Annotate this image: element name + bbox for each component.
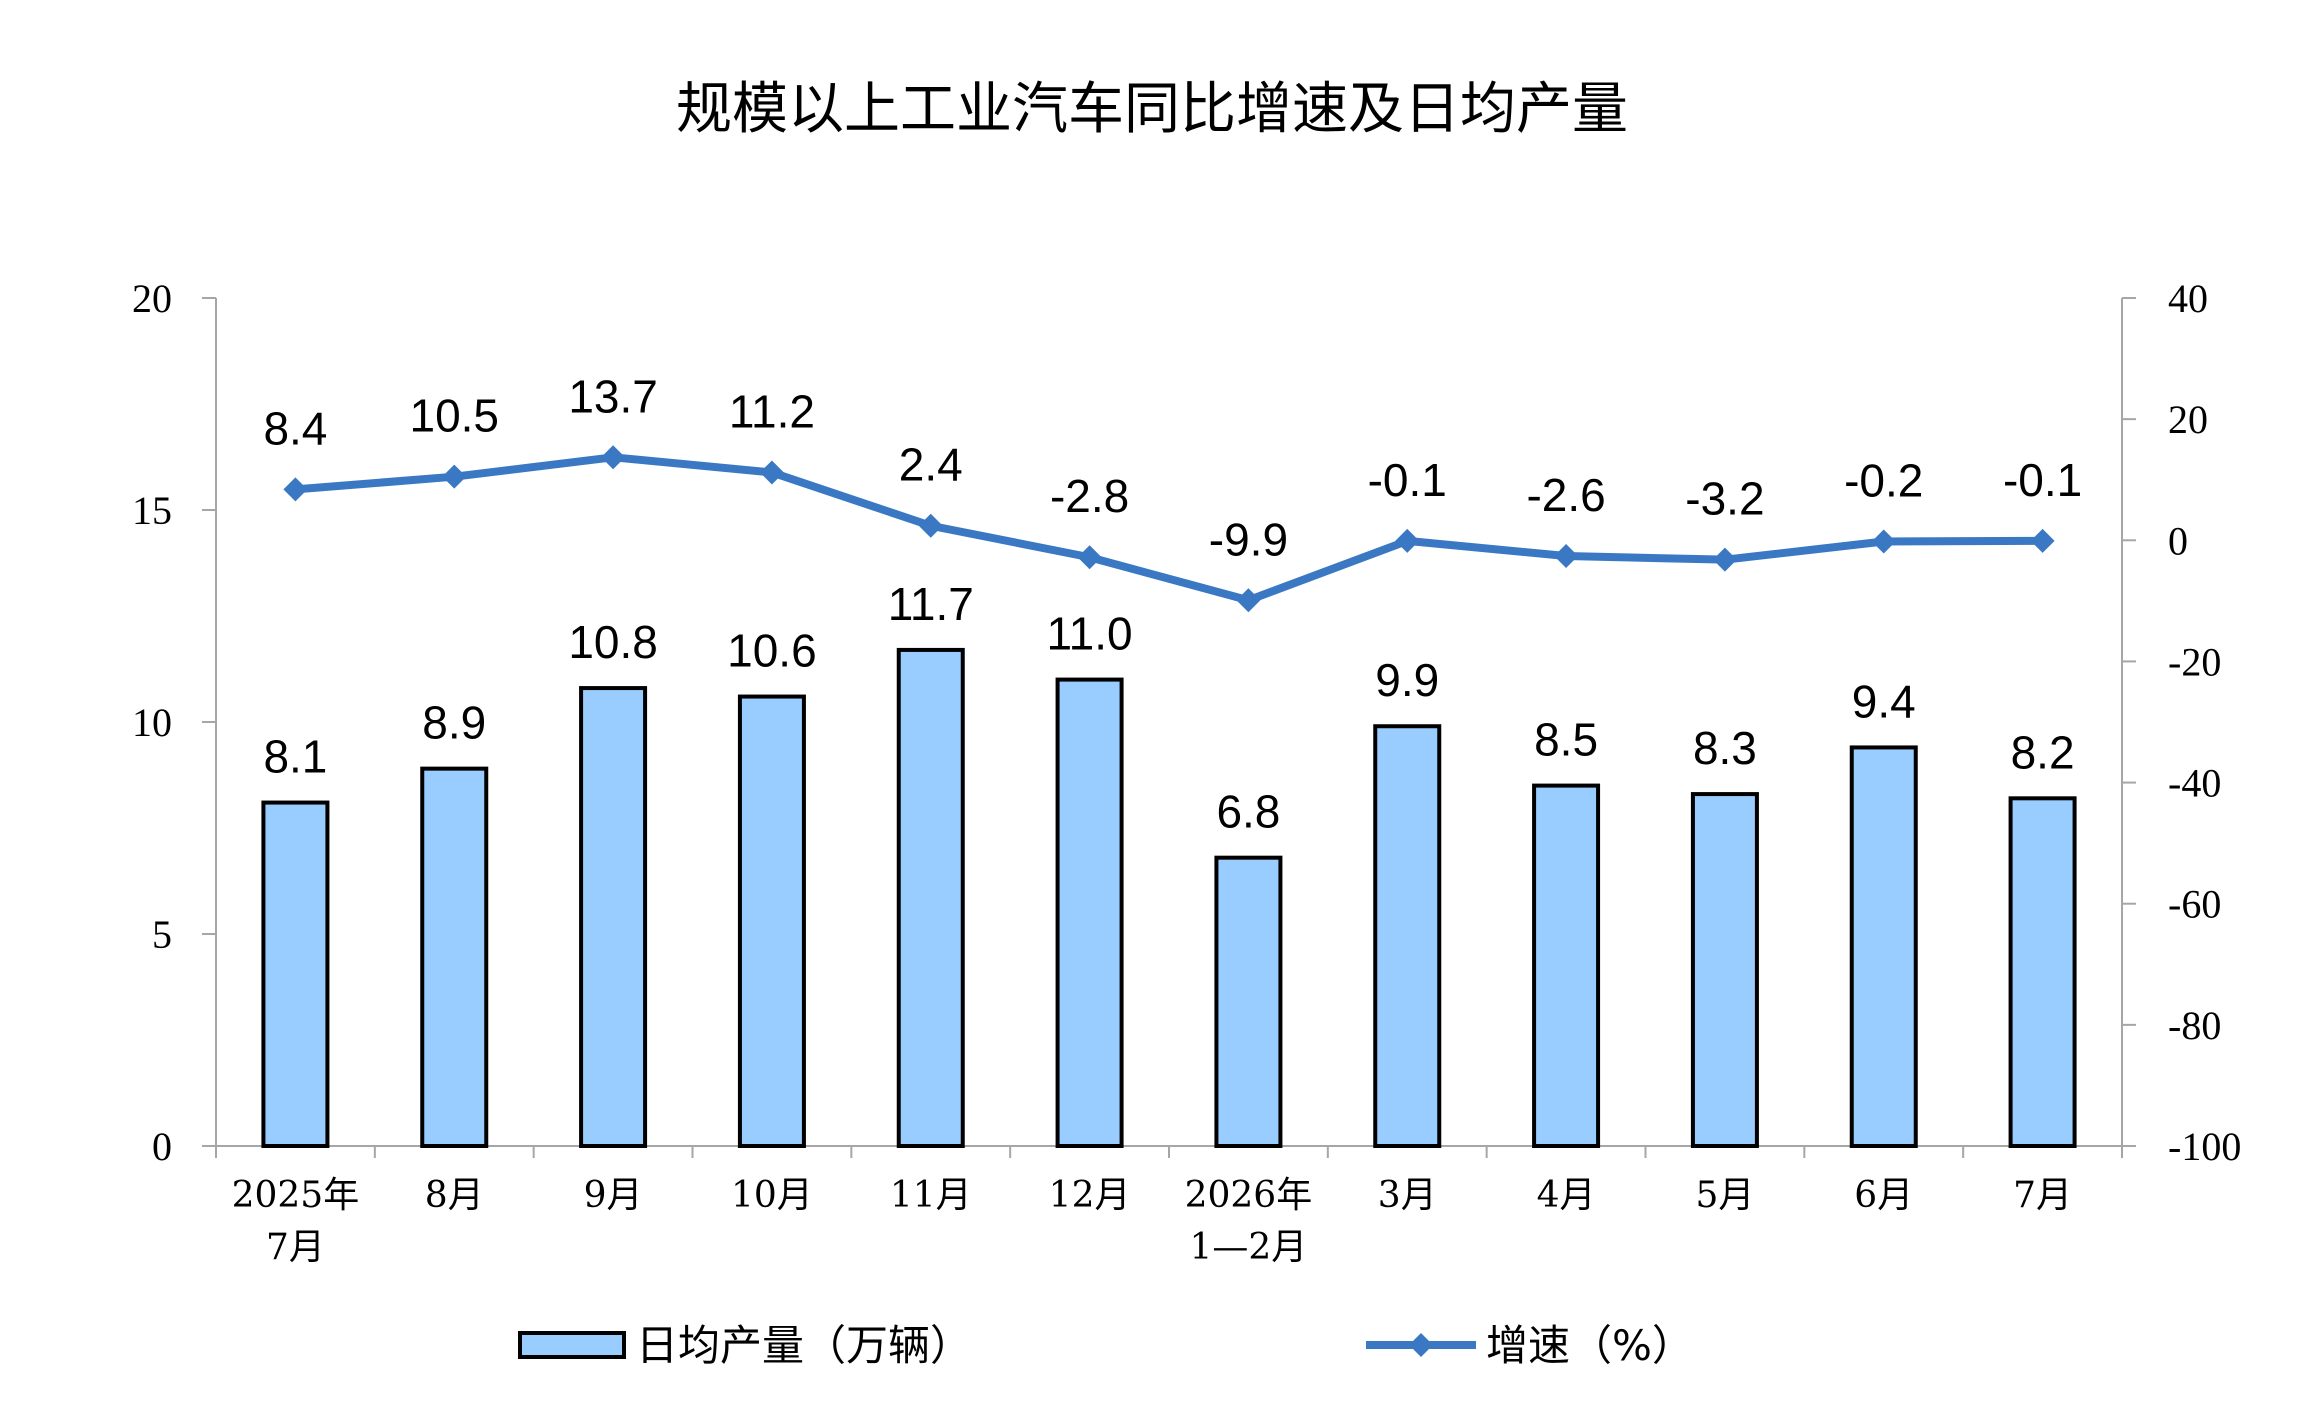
line-point: [601, 445, 626, 470]
line-data-label: 8.4: [263, 402, 327, 454]
line-data-label: 2.4: [899, 439, 963, 491]
line-data-label: 10.5: [409, 390, 499, 442]
line-point: [1395, 528, 1420, 553]
x-tick-label: 7月: [266, 1227, 325, 1268]
line-point: [918, 513, 943, 538]
left-tick-label: 10: [132, 700, 172, 745]
left-tick-label: 5: [152, 912, 172, 957]
bar: [1532, 783, 1601, 1148]
line-data-label: -2.6: [1526, 469, 1605, 521]
bar-data-label: 10.6: [727, 625, 817, 677]
bar-data-label: 8.5: [1534, 714, 1598, 766]
line-point: [759, 460, 784, 485]
bar: [420, 766, 489, 1148]
bar: [896, 647, 965, 1148]
bar-data-label: 8.3: [1693, 722, 1757, 774]
left-tick-label: 0: [152, 1124, 172, 1169]
line-data-label: -0.2: [1844, 454, 1923, 506]
x-tick-label: 6月: [1854, 1175, 1913, 1216]
right-tick-label: 20: [2168, 397, 2208, 442]
line-point: [442, 464, 467, 489]
bar: [2008, 796, 2077, 1148]
bar-data-label: 9.4: [1852, 675, 1916, 727]
bar: [261, 800, 330, 1148]
line-data-label: -3.2: [1685, 473, 1764, 525]
line-point: [1236, 588, 1261, 613]
right-tick-label: -60: [2168, 882, 2221, 927]
chart-title: 规模以上工业汽车同比增速及日均产量: [676, 77, 1628, 142]
left-tick-label: 20: [132, 276, 172, 321]
legend-bar-swatch: [518, 1331, 626, 1359]
growth-line: [295, 453, 2043, 605]
right-tick-label: -40: [2168, 761, 2221, 806]
bar: [1849, 745, 1918, 1148]
line-data-label: 11.2: [729, 385, 815, 437]
x-tick-label: 5月: [1695, 1175, 1754, 1216]
line-point: [1712, 547, 1737, 572]
x-tick-label: 11月: [890, 1175, 972, 1216]
line-data-label: -0.1: [2003, 454, 2082, 506]
line-point: [1554, 544, 1579, 569]
left-tick-label: 15: [132, 488, 172, 533]
bar: [579, 686, 648, 1149]
legend-line-marker: [1409, 1333, 1433, 1357]
x-tick-label: 8月: [425, 1175, 484, 1216]
x-tick-label: 2025年: [232, 1175, 360, 1216]
bar-data-label: 11.0: [1047, 608, 1133, 660]
legend: 日均产量（万辆） 增速（%）: [518, 1321, 1694, 1370]
right-tick-label: -80: [2168, 1003, 2221, 1048]
line-data-label: -2.8: [1050, 470, 1129, 522]
bar-series: 8.1 8.9 10.8 10.6 11.7 11.0 6.8 9.9 8.5 8.3 9.4 8.2: [261, 578, 2077, 1149]
line-point: [1077, 545, 1102, 570]
legend-line-label: 增速（%）: [1486, 1321, 1694, 1370]
x-tick-label: 10月: [731, 1175, 813, 1216]
line-point: [2030, 528, 2055, 553]
right-tick-label: -20: [2168, 639, 2221, 684]
line-data-label: -9.9: [1209, 513, 1288, 565]
right-tick-label: -100: [2168, 1124, 2241, 1169]
x-tick-label: 4月: [1537, 1175, 1596, 1216]
bar-data-label: 8.9: [422, 697, 486, 749]
line-point: [1871, 529, 1896, 554]
legend-bar-label: 日均产量（万辆）: [636, 1321, 972, 1370]
x-tick-label: 2026年: [1185, 1175, 1313, 1216]
line-data-label: 13.7: [568, 370, 658, 422]
bar: [737, 694, 806, 1148]
axes: 0 5 10 15 20 -100 -80 -60 -40 -20 0 20 40 2025年 7月 8月 9月…: [132, 276, 2241, 1268]
bar: [1214, 855, 1283, 1148]
bar-data-label: 10.8: [568, 616, 658, 668]
bar: [1055, 677, 1124, 1148]
bar-data-label: 9.9: [1375, 654, 1439, 706]
bar: [1373, 724, 1442, 1148]
bar: [1690, 792, 1759, 1149]
x-tick-label: 12月: [1049, 1175, 1131, 1216]
bar-data-label: 8.2: [2011, 726, 2075, 778]
right-tick-label: 40: [2168, 276, 2208, 321]
right-tick-label: 0: [2168, 518, 2188, 563]
bar-data-label: 6.8: [1216, 786, 1280, 838]
bar-data-label: 11.7: [888, 578, 974, 630]
x-tick-label: 3月: [1378, 1175, 1437, 1216]
line-data-label: -0.1: [1368, 454, 1447, 506]
line-point: [283, 477, 308, 502]
bar-data-label: 8.1: [263, 731, 327, 783]
line-series: 8.4 10.5 13.7 11.2 2.4 -2.8 -9.9 -0.1 -2.6 -3.2 -0…: [263, 370, 2082, 613]
x-tick-label: 7月: [2013, 1175, 2072, 1216]
x-tick-label: 9月: [584, 1175, 643, 1216]
x-tick-label: 1—2月: [1190, 1227, 1308, 1268]
